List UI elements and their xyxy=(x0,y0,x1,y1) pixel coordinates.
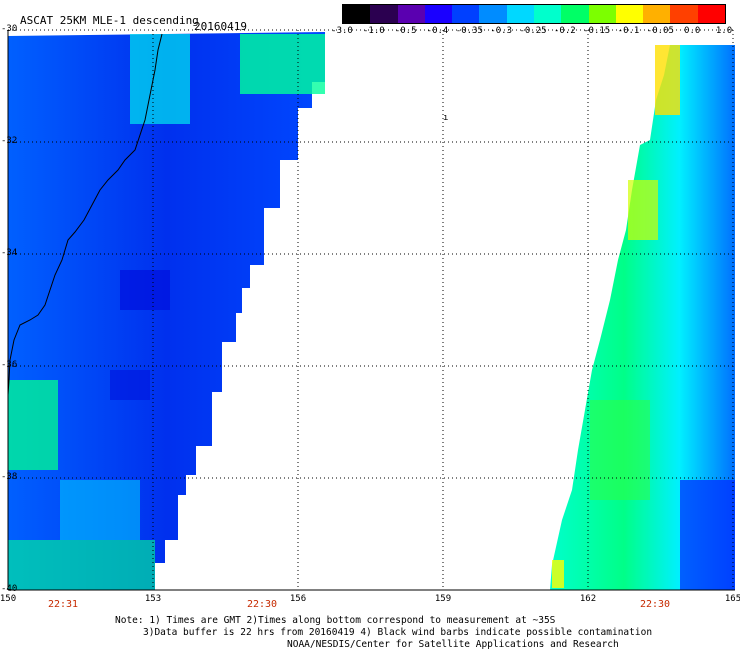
colorbar-label: -0.25 xyxy=(519,26,547,36)
colorbar-label: -0.05 xyxy=(646,26,674,36)
map-date: 20160419 xyxy=(194,20,247,33)
swath-right-feature xyxy=(680,480,735,590)
swath-right-feature xyxy=(590,400,650,500)
coastline xyxy=(7,33,163,396)
longitude-label: 165 xyxy=(724,594,740,604)
longitude-label: 156 xyxy=(289,594,307,604)
pass-time-3: 22:30 xyxy=(639,599,671,610)
swath-left-feature xyxy=(110,370,150,400)
longitude-label: 159 xyxy=(434,594,452,604)
swath-right-feature xyxy=(628,180,658,240)
colorbar-label: -0.15 xyxy=(583,26,611,36)
colorbar-label: -3.0 xyxy=(331,26,353,36)
colorbar-swatch xyxy=(370,5,398,23)
colorbar-label: -0.5 xyxy=(394,26,417,36)
swath-right-feature xyxy=(655,45,680,115)
latitude-label: -34 xyxy=(1,248,18,258)
pass-time-1: 22:31 xyxy=(47,599,79,610)
swath-left-feature xyxy=(8,540,155,590)
colorbar-swatch xyxy=(506,5,534,23)
colorbar-swatch xyxy=(424,5,453,23)
longitude-label: 150 xyxy=(0,594,17,604)
latitude-label: -38 xyxy=(1,472,18,482)
colorbar-label: -0.1 xyxy=(617,26,640,36)
colorbar-label: -1.0 xyxy=(362,26,385,36)
colorbar-label: 0.0 xyxy=(684,26,701,36)
swath-right-feature xyxy=(552,560,564,588)
pass-time-2: 22:30 xyxy=(246,599,278,610)
latitude-label: -40 xyxy=(1,584,18,594)
colorbar-swatch xyxy=(643,5,671,23)
colorbar-labels: -3.0 -1.0 -0.5 -0.4 -0.35 -0.3 -0.25 -0.2 -0.15-… xyxy=(330,26,740,38)
note-line-2: 3)Data buffer is 22 hrs from 20160419 4)… xyxy=(143,627,653,638)
swath-left-feature xyxy=(120,270,170,310)
swath-left-feature xyxy=(130,34,190,124)
note-line-1: Note: 1) Times are GMT 2)Times along bot… xyxy=(115,615,556,626)
colorbar-label: -0.35 xyxy=(455,26,483,36)
colorbar-swatch xyxy=(615,5,644,23)
latitude-label: -36 xyxy=(1,360,18,370)
note-line-3: NOAA/NESDIS/Center for Satellite Applica… xyxy=(287,639,619,650)
latitude-label: -32 xyxy=(1,136,18,146)
colorbar-label: -0.3 xyxy=(490,26,512,36)
colorbar-swatch xyxy=(588,5,616,23)
colorbar-swatch xyxy=(670,5,698,23)
colorbar-swatch xyxy=(343,5,371,23)
colorbar-label: -0.4 xyxy=(426,26,449,36)
colorbar-swatch xyxy=(452,5,480,23)
colorbar-swatch xyxy=(533,5,562,23)
swath-left-feature xyxy=(240,34,325,94)
swath-left xyxy=(8,32,325,590)
colorbar-swatch xyxy=(397,5,425,23)
map-title: ASCAT 25KM MLE-1 descending xyxy=(20,14,199,27)
colorbar-swatch xyxy=(479,5,507,23)
colorbar-swatch xyxy=(561,5,589,23)
colorbar-label: 1.0 xyxy=(715,26,733,36)
wind-barb-mark: ı xyxy=(443,113,448,123)
colorbar xyxy=(342,4,726,24)
swath-left-feature xyxy=(8,380,58,470)
colorbar-swatch xyxy=(697,5,725,23)
swath-left-feature xyxy=(60,480,140,540)
colorbar-label: -0.2 xyxy=(553,26,576,36)
longitude-label: 162 xyxy=(579,594,597,604)
latitude-label: -30 xyxy=(1,24,18,34)
longitude-label: 153 xyxy=(144,594,162,604)
